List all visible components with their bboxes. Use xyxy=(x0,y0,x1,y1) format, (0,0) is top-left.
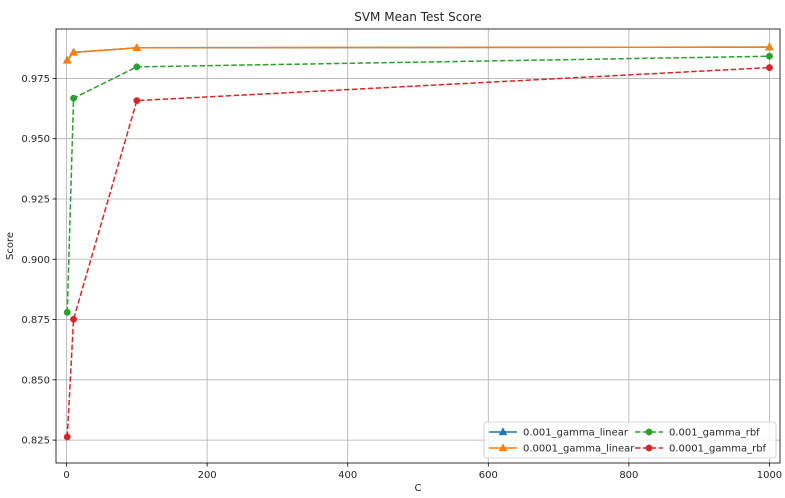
data-point xyxy=(133,97,141,105)
plot-area xyxy=(56,29,780,463)
legend-label: 0.001_gamma_rbf xyxy=(669,428,760,439)
series-line xyxy=(66,46,770,61)
legend-marker xyxy=(645,428,653,436)
series-line xyxy=(66,66,770,438)
y-tick-label: 0.900 xyxy=(21,255,50,266)
y-tick-label: 0.875 xyxy=(21,315,50,326)
y-tick-label: 0.925 xyxy=(21,194,50,205)
series-0.001_gamma_rbf xyxy=(63,52,773,316)
legend-item: 0.0001_gamma_linear xyxy=(489,443,635,455)
legend-item: 0.001_gamma_rbf xyxy=(635,428,760,439)
chart-title: SVM Mean Test Score xyxy=(354,10,482,24)
data-point xyxy=(70,315,78,323)
data-point xyxy=(765,42,774,51)
legend-label: 0.001_gamma_linear xyxy=(523,428,629,439)
x-tick-label: 400 xyxy=(338,470,357,481)
legend-item: 0.001_gamma_linear xyxy=(489,427,629,439)
axes-frame xyxy=(55,28,781,464)
series-lines xyxy=(62,42,774,441)
legend-marker xyxy=(645,444,653,452)
x-tick-label: 800 xyxy=(619,470,638,481)
data-point xyxy=(63,308,71,316)
data-point xyxy=(62,55,72,64)
legend-label: 0.0001_gamma_rbf xyxy=(669,444,767,455)
legend-box xyxy=(483,421,777,459)
series-0.0001_gamma_rbf xyxy=(63,64,773,441)
data-point xyxy=(766,52,773,60)
y-tick-label: 0.850 xyxy=(21,375,50,386)
axes xyxy=(52,28,781,467)
x-tick-label: 600 xyxy=(479,470,498,481)
y-tick-label: 0.825 xyxy=(21,436,50,447)
data-point xyxy=(766,64,773,72)
tick-labels: 0 200 400 600 800 1000 0.825 0.850 0.875 0.900 0.9… xyxy=(21,74,782,481)
x-tick-label: 200 xyxy=(198,470,217,481)
legend-marker xyxy=(498,443,508,452)
legend-marker xyxy=(498,427,508,436)
y-axis-label: Score xyxy=(5,232,16,260)
x-tick-label: 0 xyxy=(63,470,69,481)
legend-item: 0.0001_gamma_rbf xyxy=(635,444,767,455)
series-0.0001_gamma_linear xyxy=(62,42,774,64)
legend: 0.001_gamma_linear 0.0001_gamma_linear 0.0… xyxy=(483,421,777,459)
data-point xyxy=(63,433,71,441)
legend-label: 0.0001_gamma_linear xyxy=(523,444,635,455)
x-tick-label: 1000 xyxy=(757,470,782,481)
data-point xyxy=(132,43,142,51)
y-tick-label: 0.975 xyxy=(21,74,50,85)
data-point xyxy=(133,63,141,71)
series-line xyxy=(66,55,770,313)
y-tick-label: 0.950 xyxy=(21,134,50,145)
x-axis-label: C xyxy=(415,483,422,494)
data-point xyxy=(70,94,78,102)
data-point xyxy=(69,47,78,56)
